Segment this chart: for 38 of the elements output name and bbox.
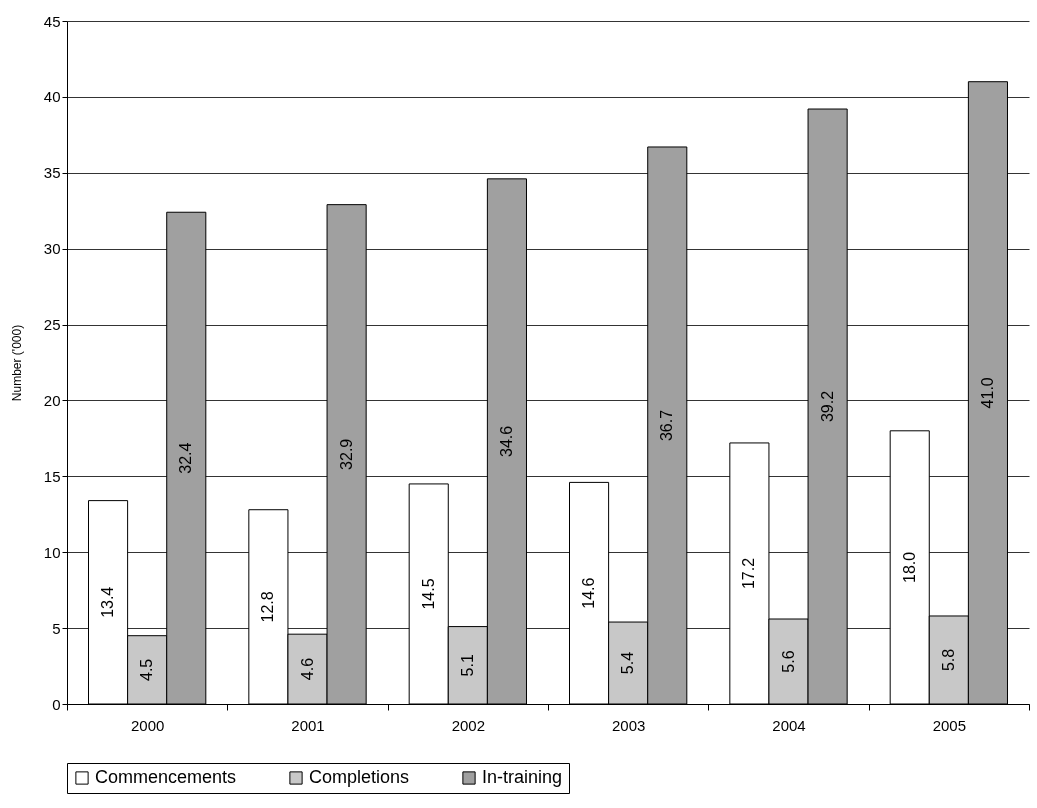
data-label: 5.1 (458, 654, 476, 677)
legend-label: In-training (482, 767, 563, 787)
data-label: 36.7 (658, 409, 676, 442)
data-label: 41.0 (978, 377, 996, 409)
y-tick-label: 45 (43, 12, 61, 30)
y-tick-label: 30 (43, 240, 61, 258)
y-tick-label: 40 (43, 88, 61, 106)
data-label: 18.0 (900, 551, 918, 583)
data-label: 32.9 (337, 438, 355, 470)
data-label: 14.6 (580, 577, 598, 609)
x-tick-label: 2005 (932, 716, 967, 734)
x-tick-label: 2004 (772, 716, 806, 734)
data-label: 4.6 (298, 657, 316, 681)
data-label: 5.4 (619, 651, 637, 675)
data-label: 13.4 (99, 586, 117, 618)
data-label: 32.4 (177, 442, 195, 474)
data-label: 14.5 (419, 578, 437, 610)
data-label: 5.6 (779, 650, 797, 673)
data-label: 5.8 (939, 648, 957, 672)
legend-label: Commencements (95, 767, 237, 787)
y-tick-label: 15 (43, 467, 61, 485)
y-tick-label: 5 (52, 619, 61, 637)
x-tick-label: 2002 (451, 716, 486, 734)
data-label: 17.2 (740, 557, 758, 590)
y-tick-label: 25 (43, 316, 61, 334)
data-label: 4.5 (138, 658, 156, 681)
data-label: 39.2 (818, 390, 836, 423)
x-tick-label: 2003 (611, 716, 646, 734)
y-axis-title: Number ('000) (9, 324, 24, 402)
x-tick-label: 2000 (130, 716, 165, 734)
y-tick-label: 0 (52, 695, 61, 713)
y-tick-label: 20 (43, 391, 61, 409)
data-label: 34.6 (497, 425, 515, 457)
x-tick-label: 2001 (291, 716, 325, 734)
data-label: 12.8 (259, 591, 277, 623)
legend-label: Completions (309, 767, 410, 787)
y-tick-label: 10 (43, 543, 61, 561)
y-tick-label: 35 (43, 164, 61, 182)
